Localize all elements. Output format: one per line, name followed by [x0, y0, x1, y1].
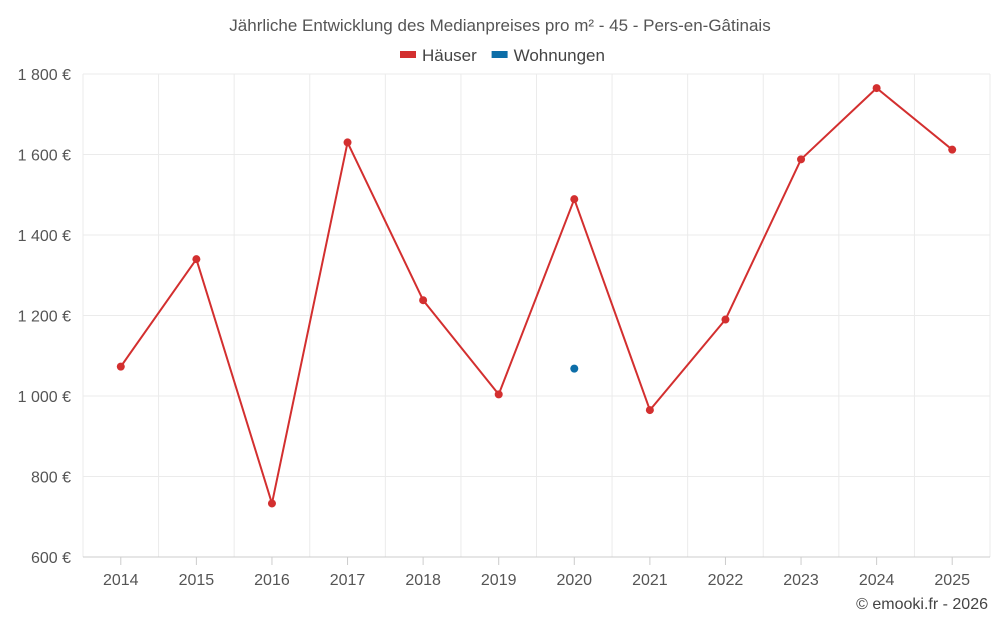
- legend-label: Wohnungen: [514, 46, 605, 65]
- x-tick-label: 2022: [708, 572, 744, 589]
- data-point[interactable]: [419, 296, 428, 305]
- x-tick-label: 2017: [330, 572, 366, 589]
- x-tick-label: 2021: [632, 572, 668, 589]
- x-tick-label: 2018: [405, 572, 441, 589]
- series-layer: [116, 84, 957, 508]
- y-tick-label: 1 800 €: [18, 67, 71, 84]
- chart-title: Jährliche Entwicklung des Medianpreises …: [229, 16, 770, 35]
- legend-swatch: [400, 51, 416, 58]
- x-axis: 2014 2015 2016 2017 2018 2019 2020 2021 2022 2023…: [103, 557, 970, 589]
- grid: [82, 73, 991, 558]
- legend-label: Häuser: [422, 46, 477, 65]
- data-point[interactable]: [645, 406, 654, 415]
- data-point[interactable]: [343, 138, 352, 147]
- data-point[interactable]: [116, 362, 125, 371]
- y-tick-label: 800 €: [31, 470, 71, 487]
- y-tick-label: 600 €: [31, 550, 71, 567]
- y-axis: 600 € 800 € 1 000 € 1 200 € 1 400 € 1 600 € 1 …: [18, 67, 71, 567]
- y-tick-label: 1 000 €: [18, 389, 71, 406]
- legend-swatch: [491, 51, 508, 58]
- data-point[interactable]: [570, 364, 579, 373]
- series-line: [119, 87, 953, 505]
- data-point[interactable]: [797, 155, 806, 164]
- x-tick-label: 2024: [859, 572, 895, 589]
- data-point[interactable]: [192, 255, 201, 264]
- x-tick-label: 2025: [934, 572, 970, 589]
- legend: Häuser Wohnungen: [400, 46, 605, 65]
- y-tick-label: 1 400 €: [18, 228, 71, 245]
- data-point[interactable]: [494, 390, 503, 399]
- x-tick-label: 2014: [103, 572, 139, 589]
- y-tick-label: 1 600 €: [18, 148, 71, 165]
- data-point[interactable]: [872, 84, 881, 93]
- y-tick-label: 1 200 €: [18, 309, 71, 326]
- credit-text: © emooki.fr - 2026: [856, 596, 988, 613]
- x-tick-label: 2023: [783, 572, 819, 589]
- data-point[interactable]: [948, 145, 957, 154]
- x-tick-label: 2019: [481, 572, 517, 589]
- x-tick-label: 2015: [179, 572, 215, 589]
- x-tick-label: 2020: [556, 572, 592, 589]
- data-point[interactable]: [267, 499, 276, 508]
- x-tick-label: 2016: [254, 572, 290, 589]
- data-point[interactable]: [721, 315, 730, 324]
- data-point[interactable]: [570, 195, 579, 204]
